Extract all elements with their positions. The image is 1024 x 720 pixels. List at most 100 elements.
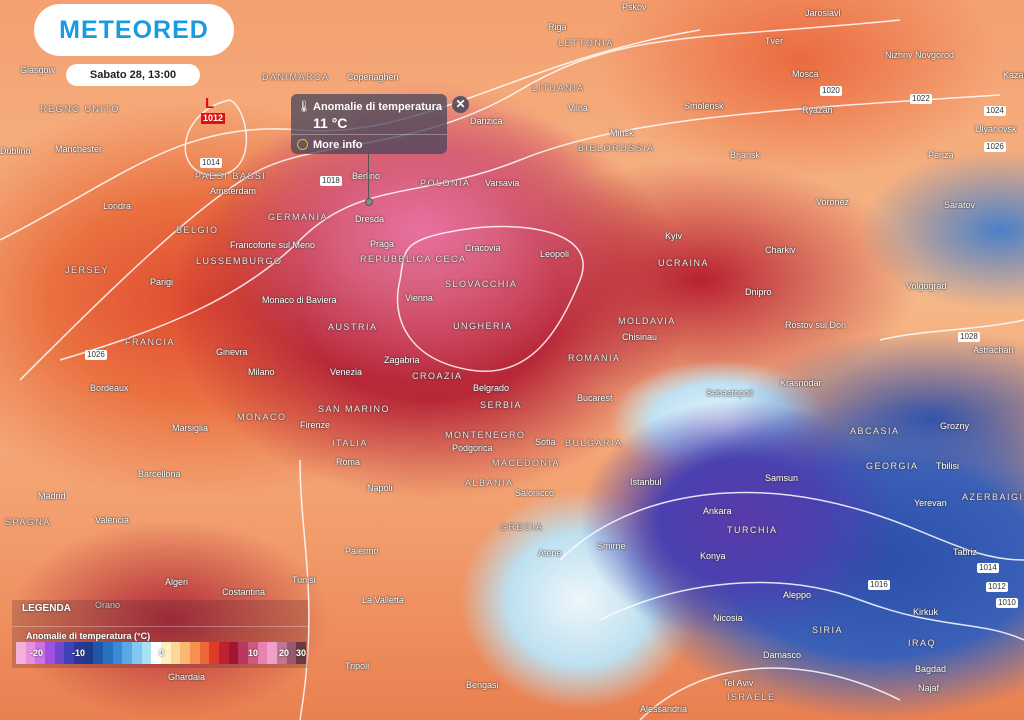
city-label: Penza [928,150,954,160]
city-label: Leopoli [540,249,570,259]
country-label: IRAQ [908,638,937,648]
city-label: Podgorica [452,443,493,453]
city-label: Copenaghen [347,72,399,82]
thermometer-icon: 🌡 [297,101,311,113]
city-label: Barcellona [138,469,181,479]
city-label: Minsk [610,128,634,138]
forecast-datetime[interactable]: Sabato 28, 13:00 [66,64,200,86]
city-label: Dnipro [745,287,772,297]
scale-swatch [74,642,84,664]
country-label: GEORGIA [866,461,919,471]
country-label: TURCHIA [727,525,778,535]
country-label: SLOVACCHIA [445,279,518,289]
scale-swatch [93,642,104,664]
city-label: Ulyanovsk [975,124,1017,134]
city-label: Manchester [55,144,103,154]
scale-tick: 20 [279,648,290,658]
country-label: ABCASIA [850,426,900,436]
isobar-label: 1018 [320,176,342,186]
scale-swatch [122,642,133,664]
country-label: SIRIA [812,625,844,635]
country-label: UCRAINA [658,258,710,268]
location-marker[interactable] [365,198,373,206]
city-label: Mosca [792,69,819,79]
scale-swatch [180,642,191,664]
country-label: BELGIO [176,225,219,235]
scale-swatch [151,642,162,664]
city-label: Valencia [95,515,129,525]
city-label: Amsterdam [210,186,257,196]
city-label: Orano [95,600,121,610]
city-label: Brjansk [730,150,761,160]
isobar-label: 1014 [200,158,222,168]
scale-swatch [141,642,152,664]
scale-swatch [248,642,258,664]
city-label: Kyiv [665,231,683,241]
country-label: JERSEY [65,265,110,275]
country-label: ALBANIA [465,478,514,488]
country-label: PAESI BASSI [195,171,267,181]
country-label: REPUBBLICA CECA [360,254,467,264]
low-pressure-value: 1012 [201,113,226,124]
city-label: Zagabria [384,355,420,365]
city-label: Bucarest [577,393,613,403]
country-label: MONTENEGRO [445,430,526,440]
city-label: Tabriz [953,547,978,557]
city-label: Bagdad [915,664,947,674]
tooltip-pointer [368,154,369,202]
more-info-link[interactable]: More info [313,139,363,151]
city-label: Dublino [0,146,31,156]
country-label: GRECIA [500,522,544,532]
city-label: Yerevan [914,498,947,508]
country-label: MONACO [237,412,287,422]
city-label: Najaf [918,683,940,693]
city-label: Cracovia [465,243,501,253]
city-label: Kazan [1003,70,1024,80]
city-label: Varsavia [485,178,520,188]
close-tooltip-button[interactable]: ✕ [452,96,469,113]
legend-title[interactable]: LEGENDA [22,603,71,614]
city-label: Riga [548,22,567,32]
scale-ticks: -20 -10 0 10 20 30 [16,642,306,664]
city-label: Konya [700,551,726,561]
city-label: Sofia [535,437,556,447]
city-label: Vilna [568,103,588,113]
temperature-tooltip: 🌡 Anomalie di temperatura 11 °C More inf… [291,94,447,154]
divider [12,626,308,627]
city-label: Saratov [944,200,976,210]
scale-swatch [257,642,268,664]
isobar-label: 1022 [910,94,932,104]
country-label: SAN MARINO [318,404,391,414]
city-label: Francoforte sul Meno [230,240,316,250]
meteored-logo[interactable]: METEORED [34,4,234,56]
city-label: Alessandria [640,704,688,714]
city-label: Monaco di Baviera [262,295,337,305]
scale-swatch [132,642,142,664]
country-label: LUSSEMBURGO [196,256,283,266]
country-label: AZERBAIGIAN [962,492,1024,502]
city-label: Venezia [330,367,363,377]
isobar-label: 1026 [984,142,1006,152]
scale-swatch [83,642,94,664]
city-label: Marsiglia [172,423,209,433]
city-label: Berlino [352,171,381,181]
tooltip-title: Anomalie di temperatura [313,101,442,113]
city-label: Roma [336,457,361,467]
city-label: Jaroslavl [805,8,841,18]
scale-swatch [199,642,210,664]
city-label: Voronez [816,197,850,207]
scale-swatch [228,642,239,664]
city-label: Nicosia [713,613,743,623]
country-label: FRANCIA [125,337,176,347]
isobar-label: 1016 [868,580,890,590]
city-label: Volgograd [906,281,947,291]
isobar-label: 1024 [984,106,1006,116]
city-label: Smirne [597,541,626,551]
city-label: Glasgow [20,65,56,75]
country-label: LETTONIA [558,38,614,48]
country-label: SERBIA [480,400,523,410]
city-label: Costantina [222,587,266,597]
city-label: Dresda [355,214,385,224]
city-label: Kirkuk [913,607,939,617]
